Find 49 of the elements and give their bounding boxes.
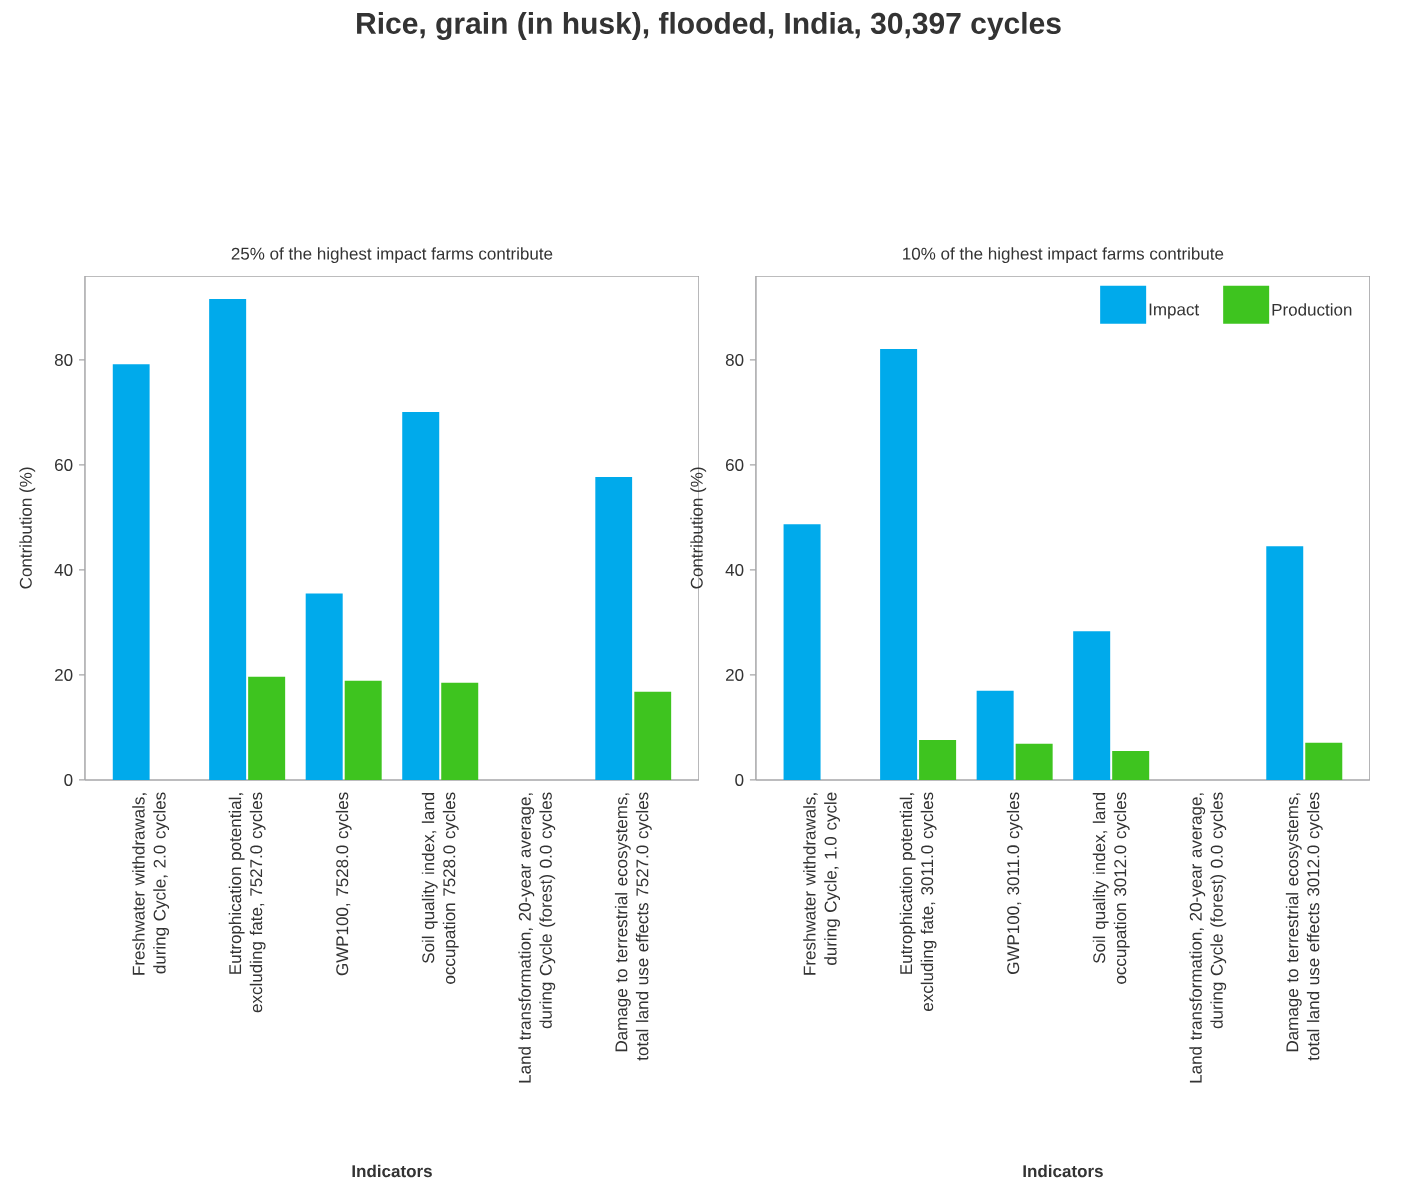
x-tick-label: Soil quality index, land occupation 3012.0 cycles — [1092, 792, 1130, 984]
x-tick-label: GWP100, 7528.0 cycles — [335, 792, 352, 976]
bar — [1305, 742, 1343, 781]
x-tick-label: Land transformation, 20-year average, during Cycle (forest) 0.0 cycles — [1189, 792, 1227, 1083]
x-tick-label: Damage to terrestrial ecosystems, total land use effects 7527.0 cycles — [614, 792, 652, 1061]
bar — [1112, 751, 1150, 781]
y-tick-label: 0 — [64, 774, 73, 787]
bar — [880, 349, 918, 781]
y-tick-label: 40 — [725, 564, 744, 577]
chart-subtitle: 25% of the highest impact farms contribute — [231, 247, 553, 264]
bar — [209, 299, 247, 781]
y-tick-label: 0 — [735, 774, 744, 787]
y-axis-title: Contribution (%) — [19, 467, 36, 589]
y-axis-title: Contribution (%) — [690, 467, 707, 589]
x-tick-label: Eutrophication potential, excluding fate, 3011.0 cycles — [899, 792, 937, 1012]
x-axis-title: Indicators — [352, 1164, 432, 1178]
bar — [112, 364, 150, 781]
x-tick-label: Land transformation, 20-year average, during Cycle (forest) 0.0 cycles — [518, 792, 556, 1083]
x-tick-label: Freshwater withdrawals, during Cycle, 2.0 cycles — [132, 792, 170, 975]
bar — [1073, 631, 1111, 781]
x-tick-label: Freshwater withdrawals, during Cycle, 1.0 cycle — [803, 792, 840, 975]
y-tick-label: 20 — [726, 669, 744, 682]
bar — [305, 593, 343, 781]
bar — [919, 740, 957, 781]
chart-subtitle: 10% of the highest impact farms contribute — [903, 247, 1224, 264]
bar — [595, 477, 633, 781]
chart-title: Rice, grain (in husk), flooded, India, 30,397 cycles — [357, 12, 1061, 41]
legend-label: Production — [1272, 303, 1352, 316]
bar — [441, 682, 479, 781]
x-tick-label: Damage to terrestrial ecosystems, total land use effects 3012.0 cycles — [1285, 792, 1323, 1061]
y-tick-label: 80 — [54, 354, 73, 367]
legend-label: Impact — [1149, 303, 1200, 319]
bar — [248, 676, 286, 781]
y-tick-label: 40 — [54, 564, 73, 577]
x-tick-label: GWP100, 3011.0 cycles — [1006, 792, 1023, 975]
x-axis-title: Indicators — [1023, 1164, 1103, 1178]
y-tick-label: 60 — [55, 459, 73, 472]
x-tick-label: Soil quality index, land occupation 7528.0 cycles — [421, 792, 459, 984]
bar — [783, 524, 821, 781]
bar — [976, 690, 1014, 781]
bar — [402, 412, 440, 781]
bar — [344, 680, 382, 781]
bar — [1266, 546, 1304, 781]
bar — [1015, 743, 1053, 781]
bar — [634, 691, 672, 781]
y-tick-label: 60 — [726, 459, 744, 472]
y-tick-label: 80 — [725, 354, 744, 367]
x-tick-label: Eutrophication potential, excluding fate, 7527.0 cycles — [228, 792, 266, 1013]
y-tick-label: 20 — [55, 669, 73, 682]
